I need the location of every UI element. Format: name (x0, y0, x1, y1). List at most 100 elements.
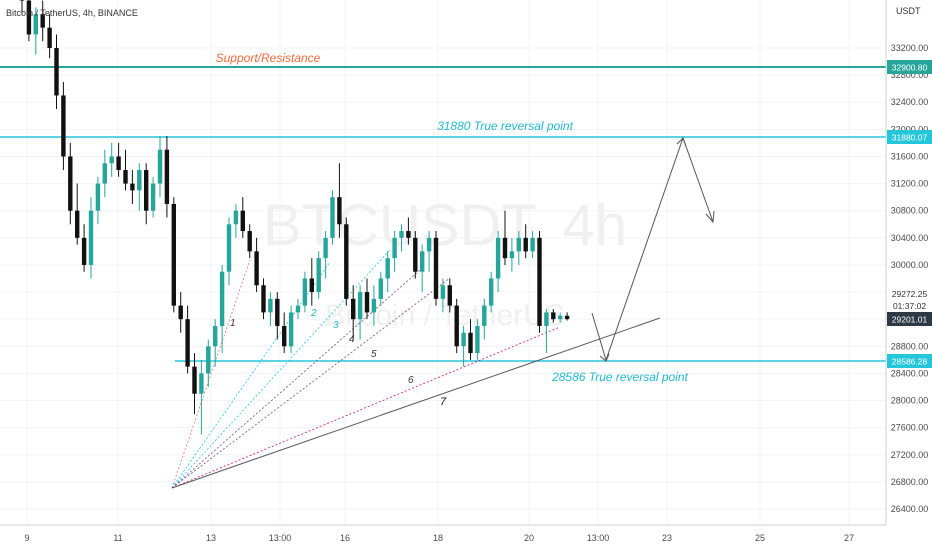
candle-body[interactable] (240, 210, 245, 232)
candle-body[interactable] (406, 231, 411, 238)
candle-body[interactable] (344, 224, 349, 299)
candle-body[interactable] (226, 224, 232, 272)
candles (19, 0, 570, 435)
candle-body[interactable] (164, 149, 170, 204)
candle-body[interactable] (302, 278, 308, 306)
candle-body[interactable] (275, 298, 280, 326)
candle-body[interactable] (426, 237, 432, 252)
candle-body[interactable] (288, 312, 294, 347)
fan-number-2: 2 (310, 308, 317, 319)
price-axis[interactable] (886, 0, 932, 550)
candle-body[interactable] (461, 332, 466, 347)
candle-body[interactable] (337, 197, 342, 225)
candle-body[interactable] (261, 285, 266, 313)
lower-reversal-badge (887, 354, 932, 368)
candle-body[interactable] (130, 183, 135, 191)
candle-body[interactable] (475, 325, 480, 354)
candle-body[interactable] (144, 170, 149, 211)
candle-body[interactable] (544, 312, 549, 326)
candle-body[interactable] (68, 156, 73, 211)
candle-body[interactable] (47, 27, 52, 48)
candle-body[interactable] (468, 332, 473, 354)
candle-body[interactable] (509, 251, 515, 259)
price-tick-label: 30000.00 (891, 260, 929, 270)
candle-body[interactable] (295, 305, 301, 313)
candle-body[interactable] (309, 278, 314, 293)
candle-body[interactable] (150, 183, 156, 211)
candle-body[interactable] (123, 170, 128, 184)
candle-body[interactable] (54, 48, 59, 96)
candle-body[interactable] (233, 210, 239, 225)
candle-body[interactable] (482, 305, 487, 326)
candle-body[interactable] (192, 366, 197, 394)
candle-body[interactable] (206, 346, 211, 374)
candle-body[interactable] (254, 251, 259, 286)
candle-body[interactable] (495, 237, 501, 279)
candle-body[interactable] (447, 285, 452, 306)
candle-body[interactable] (157, 149, 163, 184)
candle-body[interactable] (323, 237, 328, 259)
candle-body[interactable] (558, 315, 563, 320)
candle-body[interactable] (116, 156, 121, 171)
candle-body[interactable] (178, 305, 183, 320)
price-tick-label: 27200.00 (891, 450, 929, 460)
candle-body[interactable] (454, 305, 459, 347)
candle-body[interactable] (378, 278, 383, 299)
candle-body[interactable] (247, 231, 252, 252)
candle-body[interactable] (40, 14, 45, 28)
candle-body[interactable] (530, 237, 535, 252)
candle-body[interactable] (433, 237, 439, 299)
candle-body[interactable] (371, 298, 377, 313)
candle-body[interactable] (137, 170, 142, 191)
candle-body[interactable] (489, 278, 494, 306)
candle-body[interactable] (413, 237, 418, 272)
candle-body[interactable] (81, 237, 87, 265)
candle-body[interactable] (33, 14, 38, 35)
candle-body[interactable] (537, 237, 542, 326)
projection-path[interactable] (591, 136, 714, 362)
candle-body[interactable] (185, 319, 190, 367)
candle-body[interactable] (502, 237, 508, 259)
candle-body[interactable] (364, 292, 370, 313)
candle-body[interactable] (316, 258, 321, 293)
candle-body[interactable] (392, 237, 397, 259)
candle-body[interactable] (440, 285, 446, 299)
watermark-ticker: BTCUSDT, 4h (263, 193, 627, 258)
candle-body[interactable] (213, 325, 218, 347)
candle-body[interactable] (551, 312, 556, 320)
candle-body[interactable] (351, 298, 356, 320)
price-tick-label: 26400.00 (891, 504, 929, 514)
fan-line-4[interactable] (171, 269, 421, 489)
fan-line-1[interactable] (171, 259, 251, 489)
candle-body[interactable] (385, 258, 390, 279)
price-tick-label: 30800.00 (891, 206, 929, 216)
resistance-badge (887, 60, 932, 74)
candle-body[interactable] (102, 163, 107, 184)
candle-body[interactable] (564, 315, 570, 320)
candle-body[interactable] (516, 237, 521, 252)
candle-body[interactable] (95, 183, 101, 211)
candle-body[interactable] (75, 210, 80, 238)
candle-body[interactable] (88, 210, 94, 265)
candle-body[interactable] (357, 292, 363, 320)
candle-body[interactable] (268, 298, 273, 313)
candle-body[interactable] (199, 373, 204, 394)
time-axis[interactable]: 9 11 13 13:00 16 18 20 13:00 23 25 27 (24, 533, 854, 543)
fan-number-5: 5 (371, 349, 377, 360)
candle-body[interactable] (109, 156, 114, 164)
candle-body[interactable] (523, 237, 528, 252)
fan-line-7[interactable] (171, 317, 661, 489)
candle-body[interactable] (219, 271, 225, 326)
candle-body[interactable] (282, 325, 287, 347)
time-tick-label: 18 (433, 533, 443, 543)
candle-body[interactable] (171, 203, 176, 306)
candle-body[interactable] (330, 197, 335, 238)
fan-number-3: 3 (333, 320, 339, 331)
candle-body[interactable] (420, 251, 425, 272)
projection-arrowhead (705, 210, 715, 224)
candle-body[interactable] (26, 0, 32, 35)
candle-body[interactable] (61, 95, 66, 157)
price-tick-label: 32800.00 (891, 70, 929, 80)
candle-body[interactable] (399, 231, 404, 238)
candle-body[interactable] (19, 0, 25, 1)
